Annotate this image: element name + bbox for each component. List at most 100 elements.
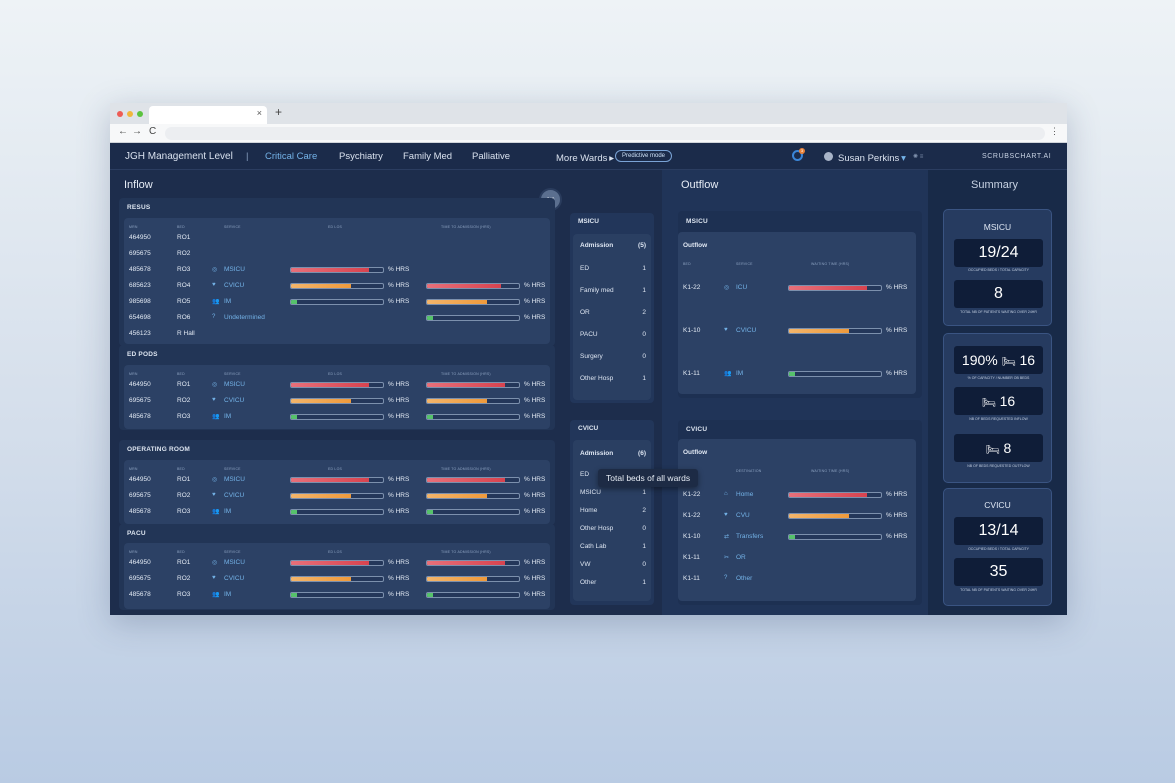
admission-count: (6)	[638, 450, 646, 457]
table-row[interactable]: 695675 RO2 ♥ CVICU % HRS % HRS	[124, 488, 550, 504]
back-icon[interactable]: ←	[118, 126, 128, 137]
summary-msicu-title: MSICU	[983, 222, 1012, 232]
minimize-dot[interactable]	[127, 111, 133, 117]
admission-item-label: MSICU	[580, 489, 601, 496]
summary-capacity-card: 190% 🛏 16 % OF CAPACITY / NUMBER OB BEDS…	[943, 333, 1052, 483]
browser-tab[interactable]: ×	[149, 106, 267, 124]
column-header-bed: BED	[177, 467, 185, 471]
table-row[interactable]: 464950 RO1 ◎ MSICU % HRS % HRS	[124, 555, 550, 571]
cvicu-occupied-value: 13/14	[954, 517, 1043, 545]
inflow-group-resus: RESUS MRN BED SERVICE ED LOS TIME TO ADMISSIO…	[119, 198, 555, 346]
table-row[interactable]: 485678 RO3 ◎ MSICU % HRS	[124, 262, 550, 278]
reload-icon[interactable]: C	[149, 126, 157, 137]
column-header-ed_los: ED LOS	[328, 550, 343, 554]
browser-menu-icon[interactable]: ⋮	[1050, 126, 1059, 136]
user-menu[interactable]: Susan Perkins ▾	[838, 153, 906, 164]
table-row[interactable]: 485678 RO3 👥 IM % HRS % HRS	[124, 504, 550, 520]
hrs-label: % HRS	[524, 282, 546, 289]
hrs-label: % HRS	[886, 491, 908, 498]
table-row[interactable]: 464950 RO1 ◎ MSICU % HRS % HRS	[124, 472, 550, 488]
hrs-label: % HRS	[524, 476, 546, 483]
msicu-occupied-label: OCCUPIED BEDS / TOTAL CAPACITY	[968, 268, 1029, 272]
table-row[interactable]: 464950 RO1 ◎ MSICU % HRS % HRS	[124, 377, 550, 393]
table-row[interactable]: 985698 RO5 👥 IM % HRS % HRS	[124, 294, 550, 310]
outflow-row[interactable]: K1-10 ⇄ Transfers % HRS	[678, 529, 916, 545]
mrn-cell: 464950	[129, 234, 151, 241]
service-cell: MSICU	[224, 559, 245, 566]
admission-item[interactable]: Other 1	[580, 579, 646, 586]
admission-item[interactable]: Other Hosp 1	[580, 375, 646, 382]
ed-los-bar	[290, 382, 384, 388]
table-row[interactable]: 685623 RO4 ♥ CVICU % HRS % HRS	[124, 278, 550, 294]
admission-item[interactable]: PACU 0	[580, 331, 646, 338]
hrs-label: % HRS	[388, 591, 410, 598]
table-row[interactable]: 485678 RO3 👥 IM % HRS % HRS	[124, 587, 550, 603]
admission-item-count: 0	[642, 561, 646, 568]
service-cell: IM	[224, 508, 232, 515]
ed-los-bar-fill	[291, 415, 297, 419]
tab-palliative[interactable]: Palliative	[472, 151, 511, 162]
outflow-row[interactable]: K1-22 ♥ CVU % HRS	[678, 508, 916, 524]
tab-critical-care[interactable]: Critical Care	[265, 151, 318, 162]
outflow-beds-label: NB OF BEDS REQUESTED OUTFLOW	[967, 464, 1030, 468]
bed-cell: RO6	[177, 314, 191, 321]
admission-item[interactable]: Home 2	[580, 507, 646, 514]
hrs-label: % HRS	[886, 533, 908, 540]
waiting-time-bar-fill	[789, 535, 795, 539]
outflow-row[interactable]: K1-10 ♥ CVICU % HRS	[678, 323, 916, 339]
admission-item[interactable]: Surgery 0	[580, 353, 646, 360]
admission-item[interactable]: VW 0	[580, 561, 646, 568]
predictive-mode-button[interactable]: Predictive mode	[615, 150, 673, 162]
bed-icon: 🛏	[1001, 356, 1016, 368]
admission-item[interactable]: Family med 1	[580, 287, 646, 294]
bed-cell: K1-11	[683, 370, 700, 377]
bed-cell: K1-10	[683, 327, 701, 334]
mrn-cell: 485678	[129, 266, 151, 273]
admission-time-bar	[426, 560, 520, 566]
column-header-time_adm: TIME TO ADMISSION (HRS)	[441, 372, 491, 376]
admission-item[interactable]: MSICU 1	[580, 489, 646, 496]
outflow-row[interactable]: K1-11 ✂ OR	[678, 550, 916, 566]
new-tab-button[interactable]: +	[275, 105, 283, 119]
more-wards-link[interactable]: More Wards ▸	[556, 153, 614, 164]
msicu-icon: ◎	[212, 382, 218, 388]
outflow-row[interactable]: K1-11? Other	[678, 571, 916, 587]
outflow-row[interactable]: K1-22 ⌂ Home % HRS	[678, 487, 916, 503]
table-row[interactable]: 695675 RO2	[124, 246, 550, 262]
admission-time-bar-fill	[427, 561, 506, 565]
admission-time-bar	[426, 414, 520, 420]
hrs-label: % HRS	[524, 298, 546, 305]
waiting-time-bar-fill	[789, 286, 868, 290]
ed-los-bar	[290, 398, 384, 404]
table-row[interactable]: 464950 RO1	[124, 230, 550, 246]
admission-item[interactable]: Cath Lab 1	[580, 543, 646, 550]
table-row[interactable]: 485678 RO3 👥 IM % HRS % HRS	[124, 409, 550, 425]
notification-icon[interactable]: 3	[792, 148, 805, 161]
close-dot[interactable]	[117, 111, 123, 117]
hrs-label: % HRS	[388, 476, 410, 483]
forward-icon[interactable]: →	[132, 126, 142, 137]
admission-item[interactable]: ED 1	[580, 265, 646, 272]
tab-family-med[interactable]: Family Med	[403, 151, 453, 162]
admission-item[interactable]: OR 2	[580, 309, 646, 316]
close-tab-icon[interactable]: ×	[256, 108, 262, 118]
bed-cell: R Hall	[177, 330, 195, 337]
tab-psychiatry[interactable]: Psychiatry	[339, 151, 383, 162]
maximize-dot[interactable]	[137, 111, 143, 117]
waiting-time-bar-fill	[789, 493, 868, 497]
url-input[interactable]	[165, 127, 1045, 140]
column-header-service: SERVICE	[224, 372, 241, 376]
cvicu-icon: ♥	[212, 492, 216, 498]
hrs-label: % HRS	[524, 559, 546, 566]
column-header-ed_los: ED LOS	[328, 225, 343, 229]
table-row[interactable]: 654698 RO6? Undetermined % HRS	[124, 310, 550, 326]
ed-los-bar	[290, 477, 384, 483]
admission-item[interactable]: Other Hosp 0	[580, 525, 646, 532]
table-row[interactable]: 695675 RO2 ♥ CVICU % HRS % HRS	[124, 571, 550, 587]
table-row[interactable]: 695675 RO2 ♥ CVICU % HRS % HRS	[124, 393, 550, 409]
mrn-cell: 485678	[129, 413, 151, 420]
outflow-row[interactable]: K1-22 ◎ ICU % HRS	[678, 280, 916, 296]
outflow-row[interactable]: K1-11 👥 IM % HRS	[678, 366, 916, 382]
service-cell: IM	[224, 591, 232, 598]
table-row[interactable]: 456123 R Hall	[124, 326, 550, 342]
